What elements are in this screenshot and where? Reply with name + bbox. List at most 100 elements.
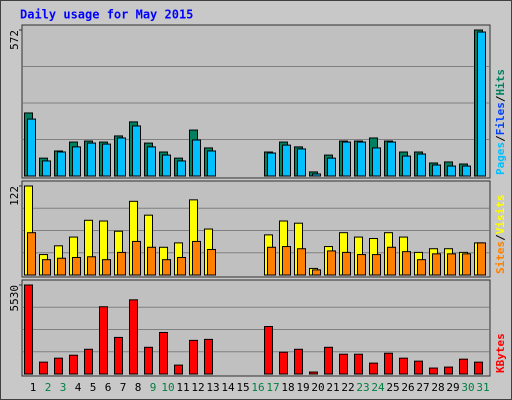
x-tick-label: 23	[356, 381, 369, 394]
x-tick-label: 6	[105, 381, 112, 394]
bar	[297, 248, 306, 276]
x-tick-label: 24	[371, 381, 385, 394]
bar	[417, 259, 426, 276]
bar	[369, 362, 378, 375]
bar	[267, 152, 276, 177]
bar	[162, 259, 171, 276]
x-tick-label: 7	[120, 381, 127, 394]
x-tick-label: 30	[461, 381, 474, 394]
bar	[432, 164, 441, 177]
bar	[264, 326, 273, 375]
y-tick-label: 572	[8, 30, 21, 50]
x-tick-label: 25	[386, 381, 399, 394]
bar	[279, 351, 288, 375]
x-tick-label: 17	[266, 381, 279, 394]
legend-entry: Hits	[494, 69, 507, 96]
bar	[42, 259, 51, 276]
legend-entry: Pages	[494, 142, 507, 175]
legend-separator: /	[494, 234, 507, 241]
x-tick-label: 13	[206, 381, 219, 394]
x-tick-label: 22	[341, 381, 354, 394]
bar	[324, 346, 333, 375]
bar	[159, 331, 168, 375]
bar	[309, 371, 318, 375]
bar	[177, 160, 186, 177]
bar	[294, 348, 303, 375]
bar	[267, 246, 276, 276]
bar	[204, 338, 213, 375]
bar	[357, 254, 366, 276]
x-tick-label: 11	[176, 381, 189, 394]
bar	[327, 250, 336, 276]
bar	[462, 253, 471, 276]
x-tick-label: 28	[431, 381, 444, 394]
legend-separator: /	[494, 95, 507, 102]
legend: Sites/Visits	[494, 195, 507, 275]
bar	[429, 367, 438, 375]
bar	[282, 246, 291, 276]
bar	[147, 146, 156, 177]
x-tick-label: 10	[161, 381, 174, 394]
x-tick-label: 27	[416, 381, 429, 394]
bar	[174, 364, 183, 375]
bar	[342, 251, 351, 276]
bar	[414, 360, 423, 375]
bar	[192, 139, 201, 177]
bar	[84, 348, 93, 375]
bar	[462, 165, 471, 177]
legend-entry: Files	[494, 102, 507, 135]
x-tick-label: 16	[251, 381, 264, 394]
bar	[189, 339, 198, 375]
bar	[24, 284, 33, 375]
bar	[192, 240, 201, 276]
bar	[147, 246, 156, 276]
bar	[372, 254, 381, 276]
x-tick-label: 26	[401, 381, 414, 394]
bar	[207, 150, 216, 177]
legend-entry: Sites	[494, 241, 507, 274]
chart-title: Daily usage for May 2015	[20, 8, 193, 22]
x-tick-label: 4	[75, 381, 82, 394]
x-tick-label: 1	[30, 381, 37, 394]
bar	[297, 148, 306, 177]
bar	[387, 246, 396, 276]
bar	[354, 353, 363, 375]
bar	[132, 125, 141, 177]
legend: Pages/Files/Hits	[494, 69, 507, 175]
bar	[57, 257, 66, 276]
bar	[312, 173, 321, 177]
legend: KBytes	[494, 333, 507, 373]
bar	[447, 165, 456, 177]
bar	[87, 142, 96, 177]
legend-separator: /	[494, 135, 507, 142]
bar	[372, 147, 381, 177]
bar	[132, 240, 141, 276]
bar	[339, 353, 348, 375]
x-tick-label: 15	[236, 381, 249, 394]
bar	[342, 141, 351, 177]
bar	[447, 253, 456, 276]
bar	[444, 366, 453, 375]
bar	[69, 354, 78, 375]
x-tick-label: 20	[311, 381, 324, 394]
y-tick-label: 122	[8, 186, 21, 206]
bar	[144, 346, 153, 375]
bar	[87, 256, 96, 276]
bar	[477, 242, 486, 276]
x-tick-label: 21	[326, 381, 339, 394]
bar	[39, 361, 48, 375]
bar	[54, 357, 63, 375]
bar	[402, 251, 411, 276]
x-tick-label: 19	[296, 381, 309, 394]
x-tick-label: 9	[150, 381, 157, 394]
bar	[387, 141, 396, 177]
bar	[162, 154, 171, 177]
y-tick-label: 5530	[8, 285, 21, 312]
bar	[129, 299, 138, 375]
bar	[327, 157, 336, 177]
bar	[477, 31, 486, 177]
bar	[27, 232, 36, 276]
x-tick-label: 29	[446, 381, 459, 394]
bar	[99, 306, 108, 375]
